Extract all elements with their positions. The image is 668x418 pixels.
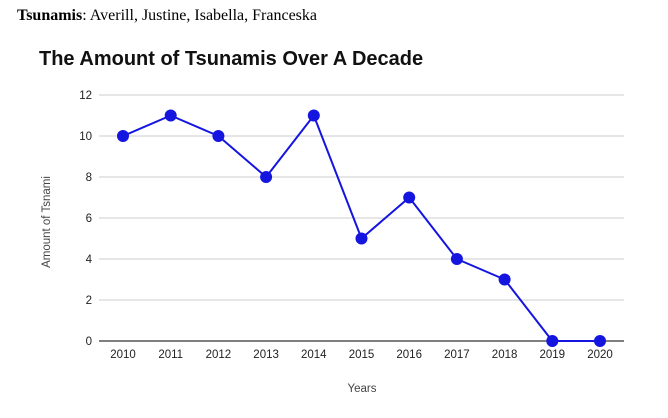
x-tick-label: 2016: [396, 349, 422, 361]
members-list: Averill, Justine, Isabella, Franceska: [86, 7, 317, 24]
y-tick-label: 0: [86, 336, 92, 348]
y-axis-title: Amount of Tsnami: [41, 176, 53, 268]
x-tick-labels: 2010 2011 2012 2013 2014 2015 2016 2017 2018 2019…: [110, 349, 613, 361]
x-tick-label: 2019: [540, 349, 566, 361]
data-point: [450, 253, 463, 265]
topic-label: Tsunamis: [17, 7, 83, 24]
data-point: [164, 109, 177, 122]
data-point: [594, 335, 606, 347]
y-tick-label: 6: [86, 213, 92, 225]
data-point: [498, 273, 511, 286]
x-tick-label: 2015: [349, 349, 375, 361]
x-tick-label: 2010: [110, 349, 136, 361]
y-tick-label: 2: [86, 295, 92, 307]
data-point: [117, 130, 129, 142]
data-point: [403, 191, 416, 204]
chart-title: The Amount of Tsunamis Over A Decade: [39, 48, 424, 70]
data-point: [546, 335, 559, 347]
x-tick-label: 2020: [587, 349, 613, 361]
data-point: [260, 171, 273, 183]
x-tick-label: 2011: [158, 349, 183, 361]
x-tick-label: 2013: [253, 349, 279, 361]
y-tick-labels: 0 2 4 6 8 10 12: [79, 90, 92, 348]
x-tick-label: 2014: [301, 349, 327, 361]
data-point: [355, 232, 368, 245]
data-point: [307, 109, 320, 122]
gridlines: [99, 94, 624, 342]
topic-separator: :: [82, 7, 87, 24]
x-axis-title: Years: [348, 383, 377, 395]
y-tick-label: 12: [79, 90, 92, 102]
header-line: Tsunamis: Averill, Justine, Isabella, Fr…: [17, 7, 317, 25]
y-tick-label: 10: [79, 131, 92, 143]
y-tick-label: 8: [86, 172, 92, 184]
x-tick-label: 2012: [206, 349, 232, 361]
x-tick-label: 2018: [492, 349, 518, 361]
data-points: [117, 109, 606, 347]
series-line: [122, 114, 600, 342]
x-tick-label: 2017: [444, 349, 470, 361]
data-point: [212, 130, 225, 142]
y-tick-label: 4: [86, 254, 93, 266]
